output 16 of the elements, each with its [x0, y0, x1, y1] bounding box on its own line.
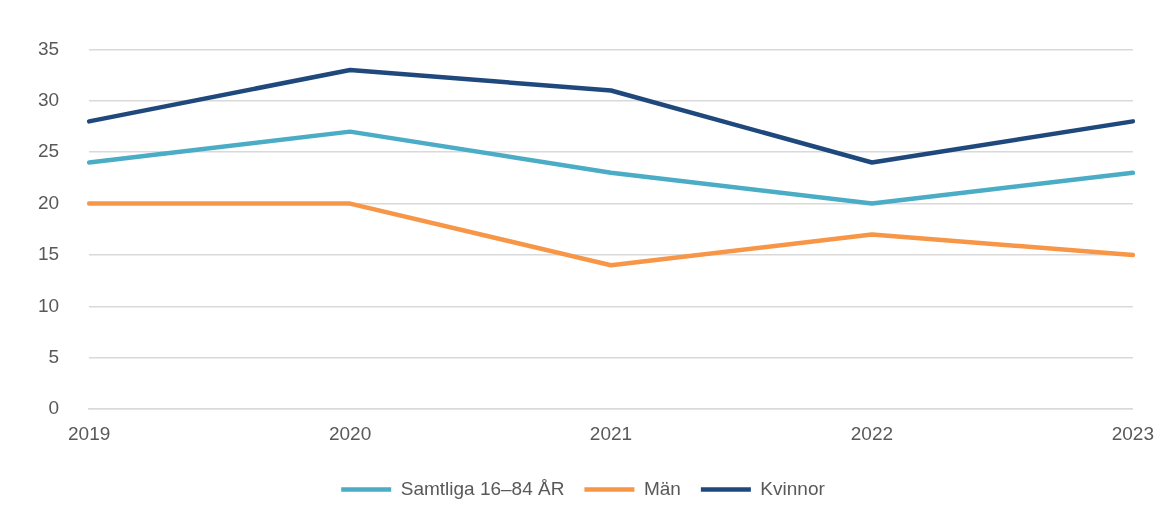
x-tick-label: 2023 — [1111, 422, 1155, 444]
y-tick-label: 10 — [37, 294, 60, 316]
y-tick-label: 20 — [37, 191, 60, 213]
x-tick-label: 2021 — [589, 422, 633, 444]
legend-label: Kvinnor — [760, 477, 826, 499]
x-tick-label: 2022 — [850, 422, 894, 444]
y-tick-label: 25 — [37, 140, 60, 162]
y-tick-label: 0 — [48, 397, 60, 419]
legend-label: Samtliga 16–84 ÅR — [400, 477, 565, 499]
y-tick-label: 30 — [37, 89, 60, 111]
y-tick-label: 35 — [37, 37, 60, 59]
x-tick-label: 2019 — [67, 422, 111, 444]
y-tick-label: 5 — [48, 346, 60, 368]
legend-label: Män — [643, 477, 681, 499]
x-tick-label: 2020 — [328, 422, 372, 444]
y-tick-label: 15 — [37, 243, 60, 265]
